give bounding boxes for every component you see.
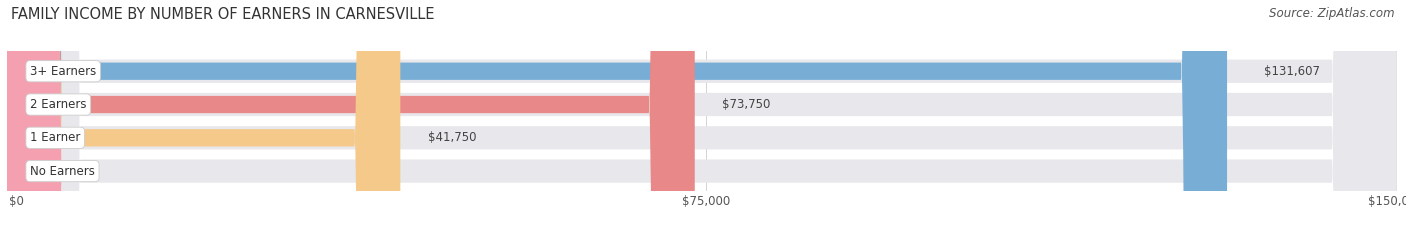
FancyBboxPatch shape: [17, 0, 1396, 233]
Text: Source: ZipAtlas.com: Source: ZipAtlas.com: [1270, 7, 1395, 20]
Text: 3+ Earners: 3+ Earners: [30, 65, 96, 78]
Text: 2 Earners: 2 Earners: [30, 98, 87, 111]
Text: No Earners: No Earners: [30, 164, 96, 178]
FancyBboxPatch shape: [17, 0, 1396, 233]
FancyBboxPatch shape: [17, 0, 1396, 233]
Text: FAMILY INCOME BY NUMBER OF EARNERS IN CARNESVILLE: FAMILY INCOME BY NUMBER OF EARNERS IN CA…: [11, 7, 434, 22]
FancyBboxPatch shape: [17, 0, 1227, 233]
Text: $41,750: $41,750: [427, 131, 477, 144]
Text: $73,750: $73,750: [723, 98, 770, 111]
Text: 1 Earner: 1 Earner: [30, 131, 80, 144]
FancyBboxPatch shape: [0, 0, 62, 233]
FancyBboxPatch shape: [17, 0, 1396, 233]
FancyBboxPatch shape: [17, 0, 695, 233]
FancyBboxPatch shape: [17, 0, 401, 233]
Text: $131,607: $131,607: [1264, 65, 1320, 78]
